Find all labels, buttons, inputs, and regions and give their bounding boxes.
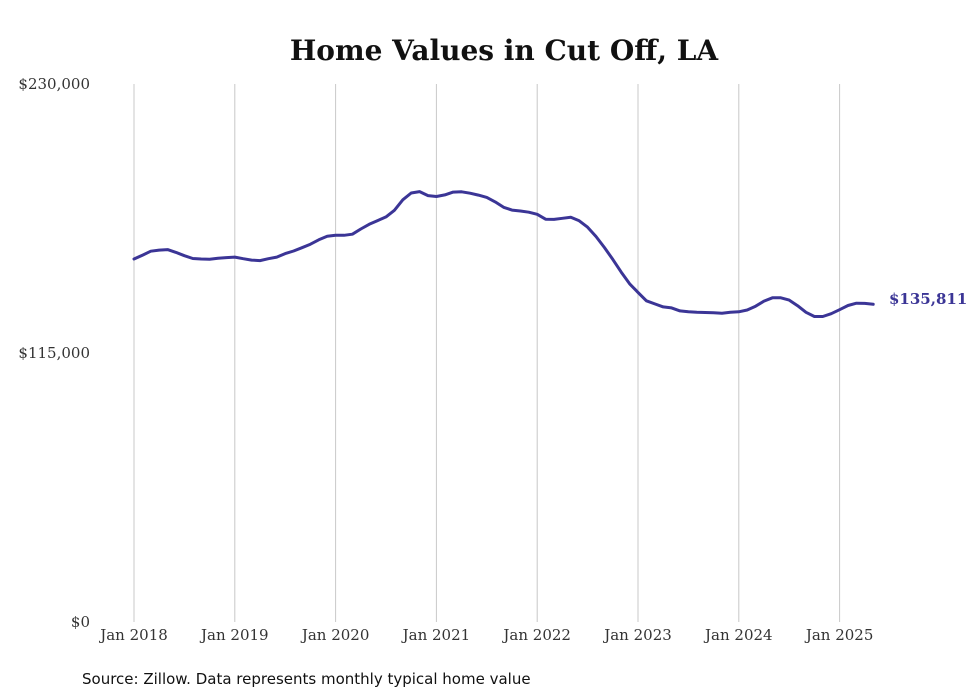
x-tick-label: Jan 2021 [401,626,471,644]
x-tick-label: Jan 2020 [300,626,370,644]
y-tick-label: $115,000 [18,344,90,362]
x-tick-label: Jan 2023 [602,626,672,644]
x-tick-label: Jan 2019 [199,626,269,644]
vertical-gridlines [133,84,841,622]
y-tick-label: $0 [71,613,90,631]
latest-value-label: $135,811 [889,290,967,308]
source-note: Source: Zillow. Data represents monthly … [82,670,531,688]
x-tick-label: Jan 2024 [703,626,773,644]
x-tick-label: Jan 2018 [98,626,168,644]
y-tick-label: $230,000 [18,75,90,93]
chart-title: Home Values in Cut Off, LA [290,34,720,67]
x-tick-label: Jan 2025 [804,626,874,644]
x-tick-label: Jan 2022 [501,626,571,644]
x-axis-ticks: Jan 2018 Jan 2019 Jan 2020 Jan 2021 Jan 2022… [98,626,873,644]
y-axis-ticks: $0 $115,000 $230,000 [18,75,90,631]
home-value-series-line [132,190,875,318]
